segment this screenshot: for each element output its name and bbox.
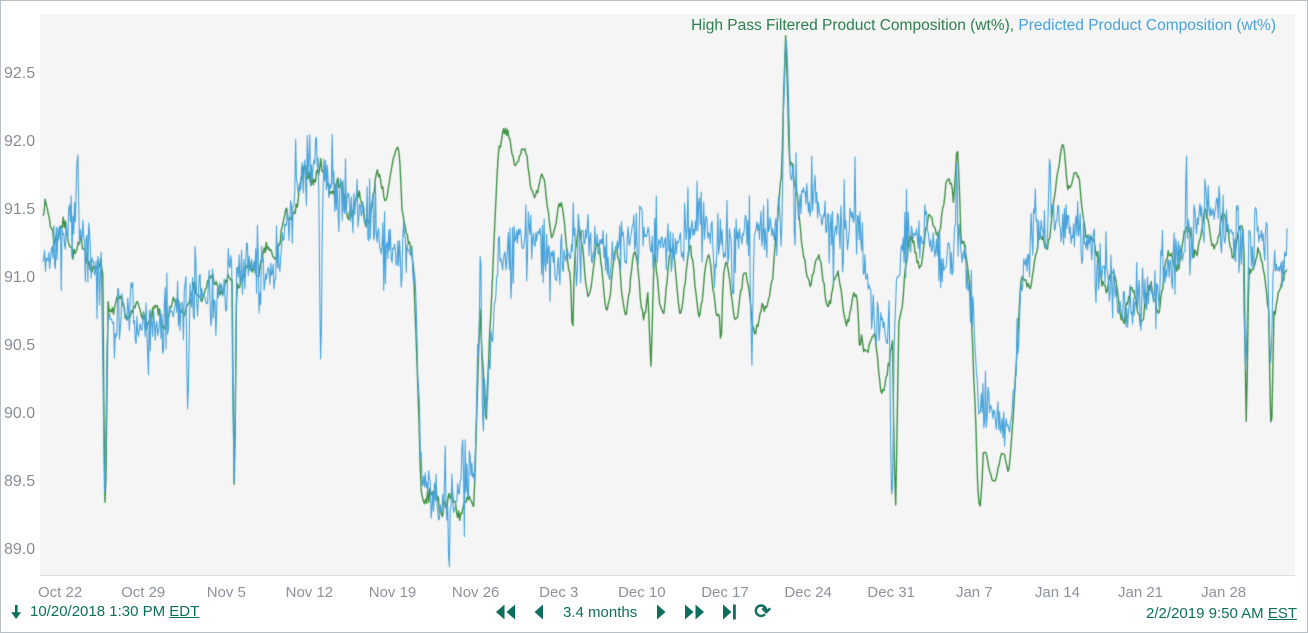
y-tick-label: 89.0	[4, 541, 36, 559]
legend-item-predicted[interactable]: Predicted Product Composition (wt%)	[1018, 17, 1276, 34]
refresh-icon: ⟳	[754, 601, 771, 623]
y-tick-label: 91.5	[4, 201, 36, 219]
y-tick-label: 92.5	[4, 64, 36, 82]
duration-label[interactable]: 3.4 months	[563, 603, 638, 621]
y-tick-label: 92.0	[4, 132, 36, 150]
x-tick-label: Dec 31	[867, 584, 915, 601]
range-end-datetime[interactable]: 2/2/2019 9:50 AM EST	[1146, 605, 1297, 622]
start-timezone-link[interactable]: EDT	[169, 603, 200, 620]
pan-right-button[interactable]	[654, 602, 669, 622]
y-tick-label: 90.5	[4, 337, 36, 355]
bottom-toolbar: 10/20/2018 1:30 PM EDT 3.4 months	[1, 602, 1307, 632]
chevron-left-icon	[534, 604, 543, 620]
chevron-right-icon	[657, 604, 666, 620]
x-tick-label: Oct 29	[121, 584, 166, 601]
auto-update-button[interactable]: ⟳	[752, 602, 773, 622]
x-tick-label: Nov 26	[451, 584, 500, 601]
x-tick-label: Dec 24	[784, 584, 832, 601]
x-tick-label: Jan 7	[955, 584, 993, 601]
pan-left-button[interactable]	[531, 602, 546, 622]
y-tick-label: 90.0	[4, 405, 36, 423]
double-chevron-right-icon	[685, 604, 705, 620]
pan-right-fast-button[interactable]	[682, 602, 707, 622]
x-tick-label: Nov 12	[285, 584, 334, 601]
x-tick-label: Jan 14	[1034, 584, 1080, 601]
x-tick-label: Jan 21	[1117, 584, 1164, 601]
y-tick-label: 91.0	[4, 269, 36, 287]
double-chevron-left-icon	[496, 604, 515, 620]
x-tick-label: Oct 22	[37, 584, 83, 601]
range-start-datetime[interactable]: 10/20/2018 1:30 PM EDT	[30, 603, 199, 620]
range-navigation: 3.4 months ⟳	[493, 602, 773, 622]
range-end-group: 2/2/2019 9:50 AM EST	[1146, 605, 1297, 622]
x-tick-label: Nov 19	[368, 584, 417, 601]
trend-canvas[interactable]	[40, 14, 1295, 575]
chart-legend: High Pass Filtered Product Composition (…	[691, 17, 1276, 35]
range-start-date-text: 10/20/2018 1:30 PM	[30, 603, 166, 620]
legend-item-high-pass-filtered[interactable]: High Pass Filtered Product Composition (…	[691, 17, 1010, 34]
pan-left-fast-button[interactable]	[493, 602, 518, 622]
range-start-group: 10/20/2018 1:30 PM EDT	[9, 603, 199, 620]
x-tick-label: Dec 10	[618, 584, 666, 601]
legend-separator: ,	[1009, 17, 1019, 34]
end-timezone-link[interactable]: EST	[1267, 605, 1297, 622]
chevron-right-bar-icon	[723, 604, 737, 620]
x-tick-label: Nov 5	[206, 584, 246, 601]
range-end-date-text: 2/2/2019 9:50 AM	[1146, 605, 1264, 622]
x-tick-label: Jan 28	[1201, 584, 1247, 601]
x-tick-label: Dec 17	[701, 584, 749, 601]
y-tick-label: 89.5	[4, 473, 36, 491]
jump-to-end-button[interactable]	[720, 602, 739, 622]
plot-area[interactable]	[40, 14, 1295, 576]
arrow-down-icon	[11, 604, 21, 619]
x-tick-label: Dec 3	[539, 584, 579, 601]
